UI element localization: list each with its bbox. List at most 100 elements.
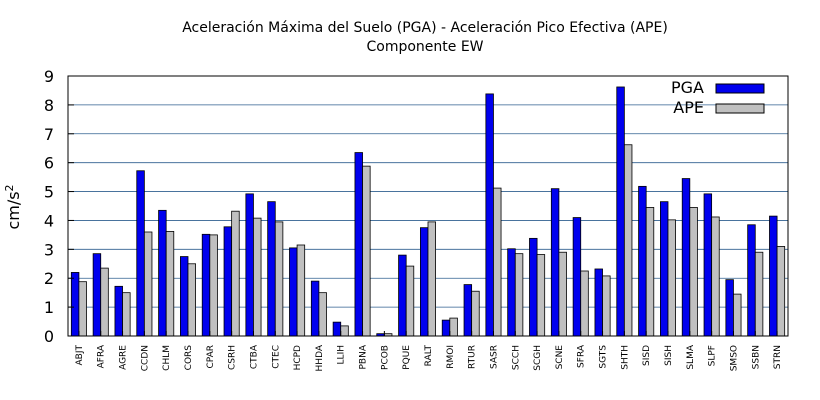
bar-ape-abjt (78, 281, 87, 337)
bar-pga-hhda (310, 280, 320, 337)
bar-pga-csrh (223, 226, 233, 337)
bar-ape-smso (733, 293, 742, 337)
x-tick-label: HCPD (293, 345, 303, 370)
y-tick-label: 9 (44, 67, 54, 86)
x-tick-label: RALT (424, 345, 434, 367)
y-axis-label-superscript: 2 (3, 184, 16, 191)
x-tick-label: LLIH (337, 345, 347, 364)
y-axis-ticks: 0 1 2 3 4 5 6 7 8 9 (44, 67, 74, 346)
bar-ape-ctec (274, 221, 284, 337)
x-tick-label: SFRA (577, 344, 587, 368)
x-tick-label: PCOB (380, 345, 390, 370)
x-tick-label: SGTS (599, 345, 609, 369)
bar-ape-sisd (645, 207, 655, 337)
bar-ape-scne (558, 251, 567, 337)
y-tick-label: 1 (44, 298, 54, 317)
legend-swatch-pga (715, 83, 765, 94)
x-tick-label: SLMA (686, 344, 696, 369)
x-tick-label: STRN (773, 345, 783, 369)
x-tick-label: SCCH (511, 345, 521, 370)
y-tick-label: 0 (44, 327, 54, 346)
y-tick-label: 5 (44, 183, 54, 202)
bar-pga-sish (660, 201, 669, 337)
bar-ape-ralt (427, 221, 436, 337)
bar-pga-smso (725, 279, 734, 337)
y-tick-label: 3 (44, 240, 54, 259)
bar-pga-ccdn (136, 170, 145, 337)
x-tick-label: SHTH (620, 345, 630, 370)
x-tick-label: SCNE (555, 345, 565, 370)
bar-pga-rtur (463, 284, 473, 337)
bar-ape-strn (776, 246, 786, 337)
plot-frame (67, 75, 789, 337)
x-tick-label: SLPF (708, 345, 718, 366)
bar-ape-sish (667, 219, 676, 337)
bar-pga-cors (179, 256, 189, 337)
chart-title: Aceleración Máxima del Suelo (PGA) - Ace… (182, 20, 668, 36)
x-tick-label: HHDA (315, 344, 325, 371)
bar-ape-cors (187, 263, 196, 337)
bar-pga-llih (332, 321, 342, 337)
bar-pga-strn (769, 215, 778, 337)
legend-swatch-ape (715, 103, 765, 114)
bar-ape-cpar (209, 234, 218, 337)
x-tick-label: CTEC (271, 345, 281, 369)
legend: PGA APE (671, 78, 765, 117)
bar-pga-sgts (594, 268, 603, 337)
x-tick-label: SSBN (751, 345, 761, 369)
bar-pga-sisd (638, 185, 647, 337)
x-tick-label: SISD (642, 345, 652, 366)
bar-ape-pque (405, 265, 415, 337)
x-tick-label: SISH (664, 345, 674, 366)
bar-ape-pbna (362, 165, 371, 337)
x-tick-label: AGRE (119, 345, 129, 370)
x-tick-label: CORS (184, 345, 194, 371)
x-tick-label: SCGH (533, 345, 543, 371)
bar-ape-sasr (493, 187, 502, 337)
bar-pga-pque (398, 254, 407, 337)
bar-pga-ctba (245, 193, 254, 337)
bars (70, 86, 786, 337)
bar-pga-ctec (267, 201, 276, 337)
bar-ape-rtur (471, 290, 480, 337)
y-tick-label: 2 (44, 269, 54, 288)
x-tick-label: SASR (489, 345, 499, 369)
x-tick-label: RTUR (468, 345, 478, 369)
bar-ape-sgts (602, 275, 611, 337)
x-tick-label: PBNA (359, 344, 369, 369)
bar-ape-ssbn (754, 251, 764, 337)
bar-ape-ctba (253, 217, 262, 337)
bar-ape-agre (122, 292, 131, 337)
legend-label-pga: PGA (671, 78, 704, 97)
x-tick-label: CHLM (162, 345, 172, 371)
bar-pga-agre (114, 285, 123, 337)
bar-ape-scch (514, 253, 524, 337)
y-axis-label-base: cm/s (4, 191, 23, 229)
bar-pga-sfra (572, 217, 582, 337)
bar-ape-hhda (318, 292, 327, 337)
bar-pga-sasr (485, 93, 494, 337)
y-tick-label: 8 (44, 96, 54, 115)
bar-pga-ssbn (747, 224, 756, 337)
x-tick-label: PQUE (402, 345, 412, 370)
bar-pga-abjt (70, 272, 80, 337)
bar-ape-llih (340, 325, 349, 337)
bar-pga-cpar (201, 233, 211, 337)
bar-pga-hcpd (289, 247, 298, 337)
legend-label-ape: APE (673, 98, 704, 117)
bar-pga-scgh (529, 237, 538, 337)
x-tick-label: RMOI (446, 345, 456, 369)
x-tick-label: SMSO (729, 345, 739, 371)
bar-pga-shth (616, 86, 625, 337)
x-tick-label: AFRA (97, 344, 107, 368)
bar-pga-pbna (354, 152, 363, 337)
y-axis-label: cm/s2 (3, 184, 23, 229)
x-tick-label: CPAR (206, 345, 216, 369)
x-tick-label: CTBA (249, 344, 259, 369)
bar-pga-chlm (158, 209, 167, 337)
bar-ape-scgh (536, 254, 546, 337)
bar-ape-sfra (580, 270, 589, 337)
x-tick-label: CSRH (228, 345, 238, 370)
bar-ape-slpf (711, 216, 720, 337)
bar-ape-chlm (165, 231, 175, 337)
